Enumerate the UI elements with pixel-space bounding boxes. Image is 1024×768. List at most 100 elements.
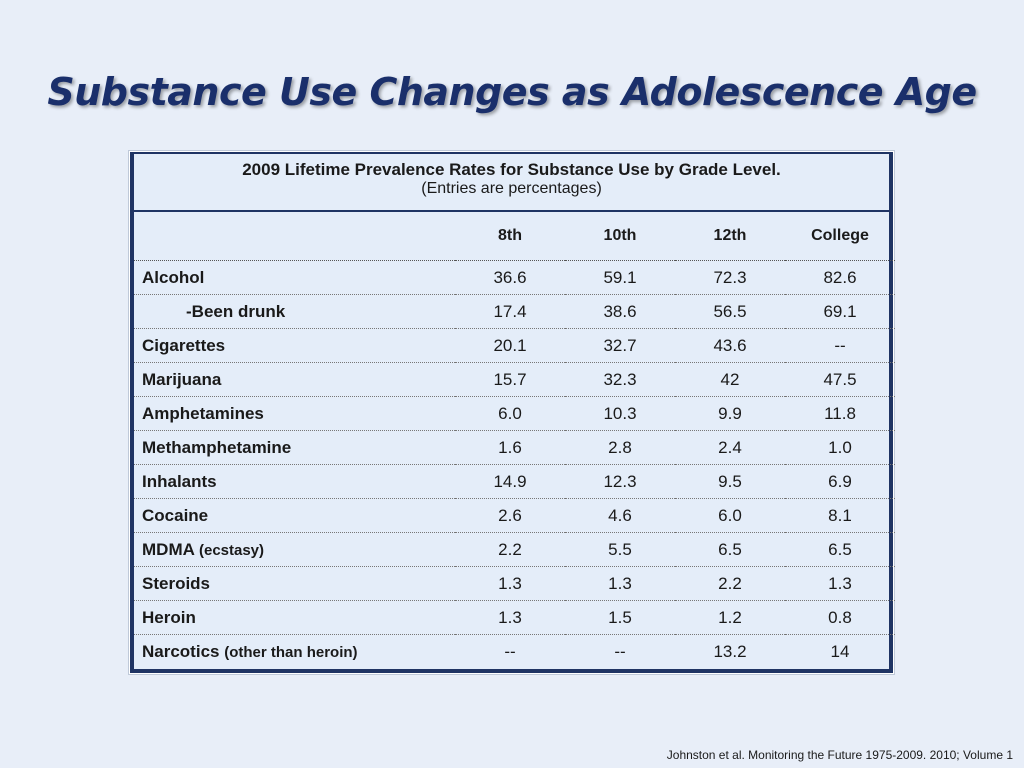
cell-10th: 32.3 <box>565 362 675 397</box>
cell-8th: 15.7 <box>455 362 565 397</box>
cell-10th: -- <box>614 641 626 661</box>
row-label-text: Cocaine <box>142 505 209 525</box>
cell-8th: 1.6 <box>455 430 565 465</box>
cell-12th: 13.2 <box>713 641 747 661</box>
cell-8th: 20.1 <box>455 328 565 363</box>
header-8th: 8th <box>455 212 565 261</box>
table-header-row: 8th 10th 12th College <box>134 212 895 261</box>
row-label-text: Cigarettes <box>142 335 226 355</box>
cell-8th: 14.9 <box>455 464 565 499</box>
prevalence-table-frame: 2009 Lifetime Prevalence Rates for Subst… <box>128 150 895 675</box>
table-caption-subtitle: (Entries are percentages) <box>421 180 602 197</box>
row-label-text: Marijuana <box>142 369 222 389</box>
cell-12th: 2.2 <box>675 566 785 601</box>
row-label-text: Steroids <box>142 573 211 593</box>
cell-college: 47.5 <box>785 362 895 397</box>
row-label-note: (ecstasy) <box>198 541 265 559</box>
row-label-text: Heroin <box>142 607 196 627</box>
cell-college: -- <box>785 328 895 363</box>
cell-12th: 72.3 <box>675 260 785 295</box>
cell-10th: 59.1 <box>565 260 675 295</box>
cell-college: 0.8 <box>785 600 895 635</box>
table-row: Amphetamines 6.0 10.3 9.9 11.8 <box>134 396 895 431</box>
cell-12th: 1.2 <box>675 600 785 635</box>
cell-10th: 2.8 <box>565 430 675 465</box>
row-label: Marijuana <box>134 362 455 397</box>
table-row: -Been drunk 17.4 38.6 56.5 69.1 <box>134 294 895 329</box>
cell-12th: 6.0 <box>675 498 785 533</box>
row-label: Steroids <box>134 566 455 601</box>
header-substance <box>134 212 455 261</box>
cell-12th: 43.6 <box>675 328 785 363</box>
row-label-text: Methamphetamine <box>142 437 292 457</box>
row-label: -Been drunk <box>134 294 455 329</box>
row-label: Narcotics (other than heroin) <box>134 635 455 669</box>
cell-8th: 2.6 <box>455 498 565 533</box>
row-label-text: Narcotics <box>142 641 220 661</box>
cell-12th: 9.5 <box>675 464 785 499</box>
row-label-text: -Been drunk <box>186 301 286 321</box>
row-label-text: MDMA <box>142 539 195 559</box>
row-label: Methamphetamine <box>134 430 455 465</box>
cell-8th: 17.4 <box>455 294 565 329</box>
row-label: Cocaine <box>134 498 455 533</box>
cell-8th: 1.3 <box>455 566 565 601</box>
row-label: Inhalants <box>134 464 455 499</box>
cell-college: 11.8 <box>785 396 895 431</box>
cell-12th: 9.9 <box>675 396 785 431</box>
table-row: Steroids 1.3 1.3 2.2 1.3 <box>134 566 895 601</box>
row-label: Heroin <box>134 600 455 635</box>
cell-college: 6.5 <box>785 532 895 567</box>
cell-college: 82.6 <box>785 260 895 295</box>
table-row: Narcotics (other than heroin) -- -- 13.2 14 <box>134 635 895 669</box>
cell-10th: 32.7 <box>565 328 675 363</box>
cell-10th: 38.6 <box>565 294 675 329</box>
table-row: Cocaine 2.6 4.6 6.0 8.1 <box>134 498 895 533</box>
cell-12th: 56.5 <box>675 294 785 329</box>
prevalence-table: 2009 Lifetime Prevalence Rates for Subst… <box>130 152 895 673</box>
cell-college: 1.3 <box>785 566 895 601</box>
table-body: Alcohol 36.6 59.1 72.3 82.6 -Been drunk 17.4 38… <box>134 260 895 669</box>
cell-college: 8.1 <box>785 498 895 533</box>
cell-8th: 2.2 <box>455 532 565 567</box>
row-label: Cigarettes <box>134 328 455 363</box>
cell-8th: 6.0 <box>455 396 565 431</box>
cell-10th: 12.3 <box>565 464 675 499</box>
table-caption: 2009 Lifetime Prevalence Rates for Subst… <box>134 154 889 212</box>
row-label: Amphetamines <box>134 396 455 431</box>
slide-title: Substance Use Changes as Adolescence Age <box>47 70 977 114</box>
header-12th: 12th <box>675 212 785 261</box>
table-row: Heroin 1.3 1.5 1.2 0.8 <box>134 600 895 635</box>
row-label-note: (other than heroin) <box>224 643 358 661</box>
header-10th: 10th <box>565 212 675 261</box>
cell-10th: 5.5 <box>565 532 675 567</box>
table-row: Cigarettes 20.1 32.7 43.6 -- <box>134 328 895 363</box>
cell-10th: 10.3 <box>565 396 675 431</box>
row-label: MDMA (ecstasy) <box>134 532 455 567</box>
cell-8th: 36.6 <box>455 260 565 295</box>
cell-college: 1.0 <box>785 430 895 465</box>
table-row: Marijuana 15.7 32.3 42 47.5 <box>134 362 895 397</box>
table-row: Alcohol 36.6 59.1 72.3 82.6 <box>134 260 895 295</box>
cell-10th: 4.6 <box>565 498 675 533</box>
row-label-text: Alcohol <box>142 267 205 287</box>
table-row: Inhalants 14.9 12.3 9.5 6.9 <box>134 464 895 499</box>
cell-college: 6.9 <box>785 464 895 499</box>
citation: Johnston et al. Monitoring the Future 19… <box>666 748 1013 762</box>
cell-10th: 1.3 <box>565 566 675 601</box>
cell-12th: 2.4 <box>675 430 785 465</box>
cell-8th: -- <box>504 641 516 661</box>
cell-college: 69.1 <box>785 294 895 329</box>
data-table: 8th 10th 12th College Alcohol 36.6 59.1 72.… <box>134 212 895 668</box>
cell-12th: 6.5 <box>675 532 785 567</box>
header-college: College <box>785 212 895 261</box>
table-row: Methamphetamine 1.6 2.8 2.4 1.0 <box>134 430 895 465</box>
cell-12th: 42 <box>675 362 785 397</box>
row-label-text: Amphetamines <box>142 403 264 423</box>
cell-10th: 1.5 <box>565 600 675 635</box>
table-row: MDMA (ecstasy) 2.2 5.5 6.5 6.5 <box>134 532 895 567</box>
row-label-text: Inhalants <box>142 471 217 491</box>
table-caption-title: 2009 Lifetime Prevalence Rates for Subst… <box>242 160 781 179</box>
cell-8th: 1.3 <box>455 600 565 635</box>
cell-college: 14 <box>830 641 850 661</box>
